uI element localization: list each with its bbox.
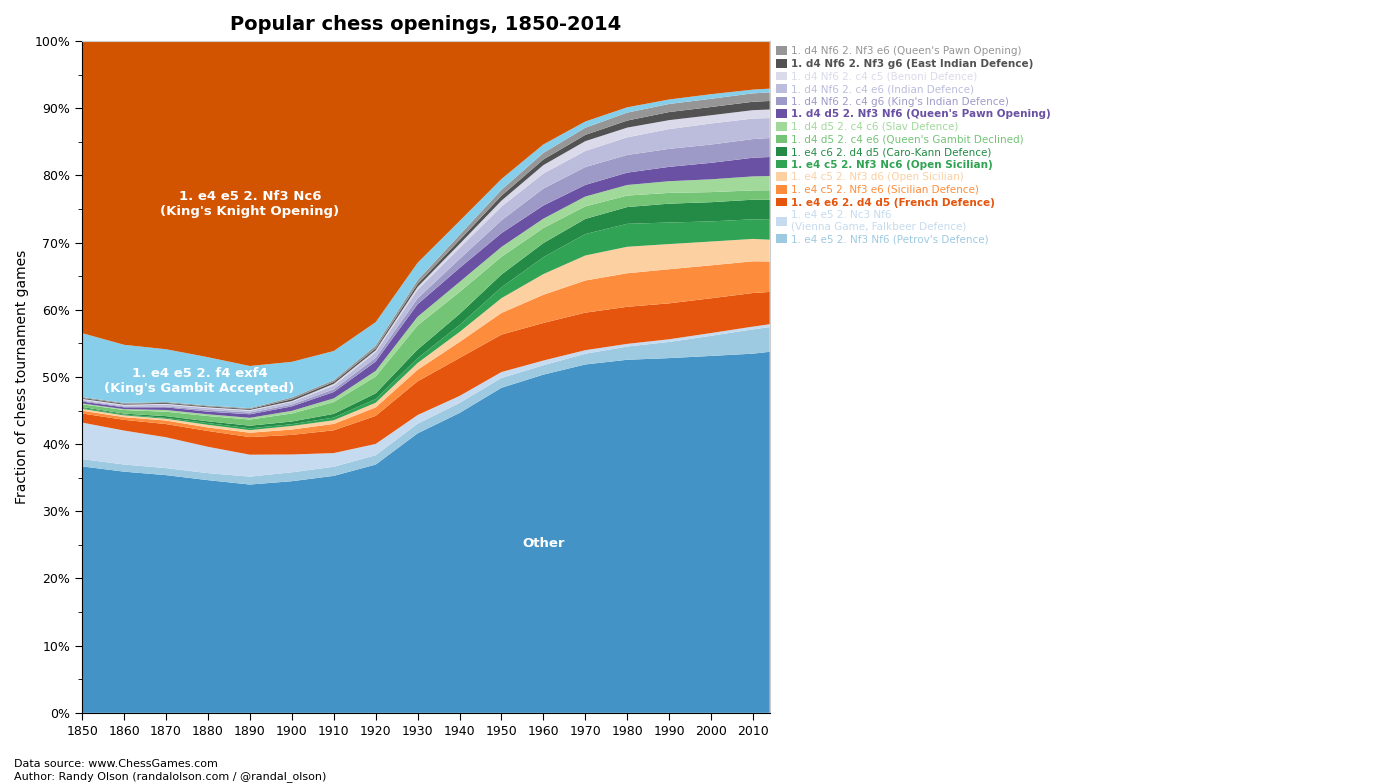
Title: Popular chess openings, 1850-2014: Popular chess openings, 1850-2014 xyxy=(230,15,622,34)
Legend: 1. d4 Nf6 2. Nf3 e6 (Queen's Pawn Opening), 1. d4 Nf6 2. Nf3 g6 (East Indian Def: 1. d4 Nf6 2. Nf3 e6 (Queen's Pawn Openin… xyxy=(776,46,1051,245)
Text: 1. e4 e5 2. f4 exf4
(King's Gambit Accepted): 1. e4 e5 2. f4 exf4 (King's Gambit Accep… xyxy=(105,368,294,395)
Text: 1. e4 e5 2. Nf3 Nc6
(King's Knight Opening): 1. e4 e5 2. Nf3 Nc6 (King's Knight Openi… xyxy=(161,190,340,217)
Text: Author: Randy Olson (randalolson.com / @randal_olson): Author: Randy Olson (randalolson.com / @… xyxy=(14,771,326,782)
Y-axis label: Fraction of chess tournament games: Fraction of chess tournament games xyxy=(15,250,29,504)
Text: Data source: www.ChessGames.com: Data source: www.ChessGames.com xyxy=(14,759,217,769)
Text: Other: Other xyxy=(522,537,564,550)
